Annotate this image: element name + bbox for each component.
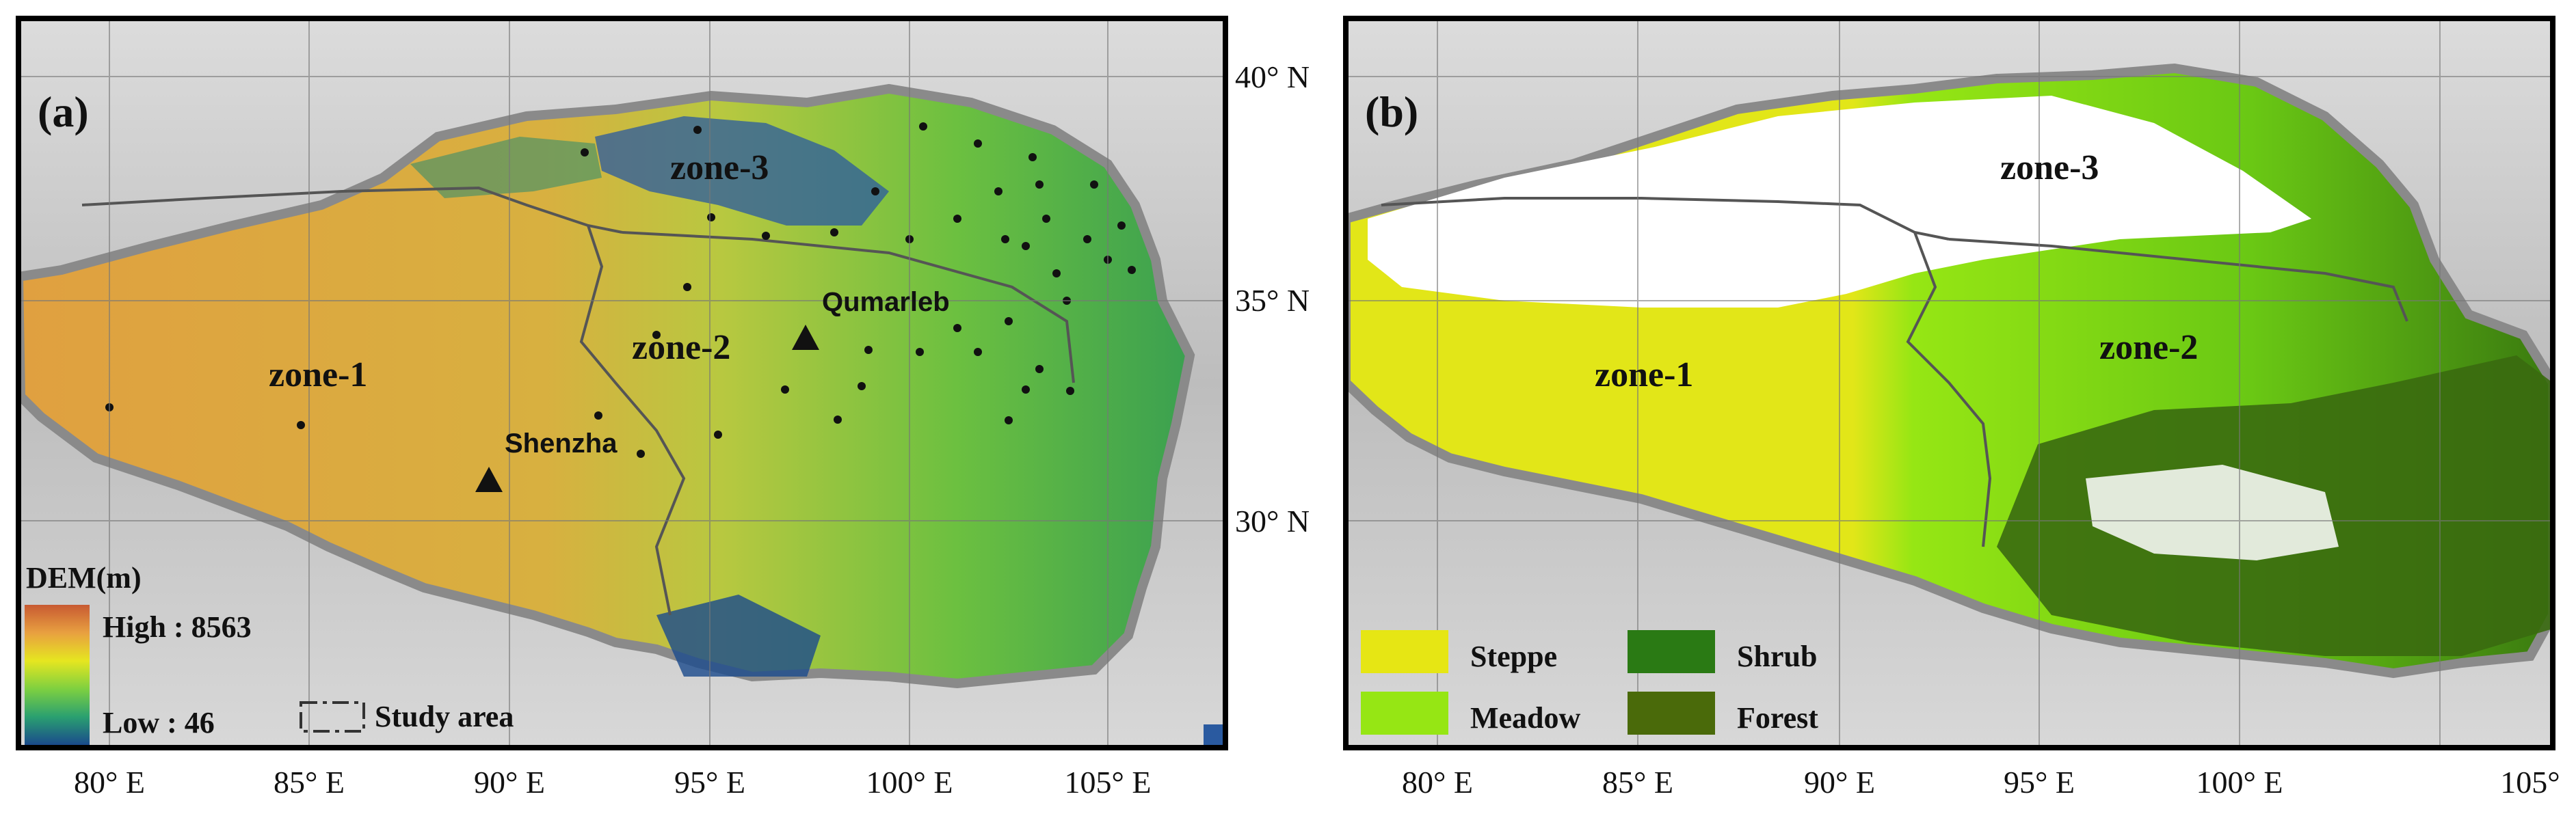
x-tick: 80° E [1402,765,1473,800]
station-label: Shenzha [505,429,618,459]
shenzha-marker-icon [475,467,503,492]
y-tick: 40° N [1235,59,1310,94]
zone-label: zone-1 [1595,355,1693,394]
panel-b: zone-1 zone-2 zone-3 (b) Steppe Meadow S… [1343,16,2555,750]
legend-title: DEM(m) [26,561,142,595]
x-axis-labels-b: 80° E 85° E 90° E 95° E 100° E 105° [1402,765,2560,800]
panel-a: zone-1 zone-2 zone-3 Qumarleb Shenzha (a… [16,16,1228,750]
steppe-swatch [1361,630,1448,673]
x-tick: 100° E [866,765,953,800]
meadow-swatch [1361,692,1448,735]
zone-label: zone-1 [269,355,367,394]
zone-label: zone-2 [632,328,730,367]
legend-study-area: Study area [375,700,514,733]
panel-label: (b) [1365,87,1418,136]
legend-shrub: Shrub [1737,640,1817,673]
panel-b-frame [1343,16,2555,750]
zone-boundary [81,186,1075,616]
x-tick: 80° E [74,765,145,800]
graticule [1346,18,2553,748]
legend-low: Low : 46 [103,706,215,739]
zone-boundary [1381,197,2408,547]
x-tick: 100° E [2196,765,2283,800]
y-tick: 30° N [1235,504,1310,539]
shrub-swatch [1628,630,1715,673]
x-tick: 105° [2500,765,2560,800]
legend-meadow: Meadow [1470,701,1581,735]
x-tick: 95° E [674,765,745,800]
y-axis-labels: 40° N 35° N 30° N [1235,59,1310,539]
panel-label: (a) [38,87,89,136]
x-tick: 105° E [1065,765,1152,800]
qaidam-low [595,116,889,226]
study-area-symbol-icon [300,701,365,733]
graticule [18,18,1225,748]
x-axis-labels-a: 80° E 85° E 90° E 95° E 100° E 105° E [74,765,1152,800]
dem-colorbar [25,605,90,745]
station-label: Qumarleb [822,287,950,317]
x-tick: 85° E [274,765,345,800]
station-points [105,122,1136,458]
legend-forest: Forest [1737,701,1818,735]
qumarleb-marker-icon [792,325,819,350]
x-tick: 90° E [474,765,545,800]
plateau-dem [18,83,1195,689]
forest-swatch [1628,692,1715,735]
x-tick: 95° E [2004,765,2075,800]
x-tick: 90° E [1804,765,1875,800]
dem-legend: DEM(m) High : 8563 Low : 46 Study area [25,561,514,745]
legend-steppe: Steppe [1470,640,1557,673]
panel-a-frame [16,16,1228,750]
legend-high: High : 8563 [103,610,252,644]
vegetation-legend: Steppe Meadow Shrub Forest [1361,630,1818,735]
x-tick: 85° E [1602,765,1673,800]
y-tick: 35° N [1235,283,1310,318]
zone-label: zone-3 [2000,148,2099,187]
zone-label: zone-2 [2099,328,2198,367]
zone-label: zone-3 [670,148,769,187]
